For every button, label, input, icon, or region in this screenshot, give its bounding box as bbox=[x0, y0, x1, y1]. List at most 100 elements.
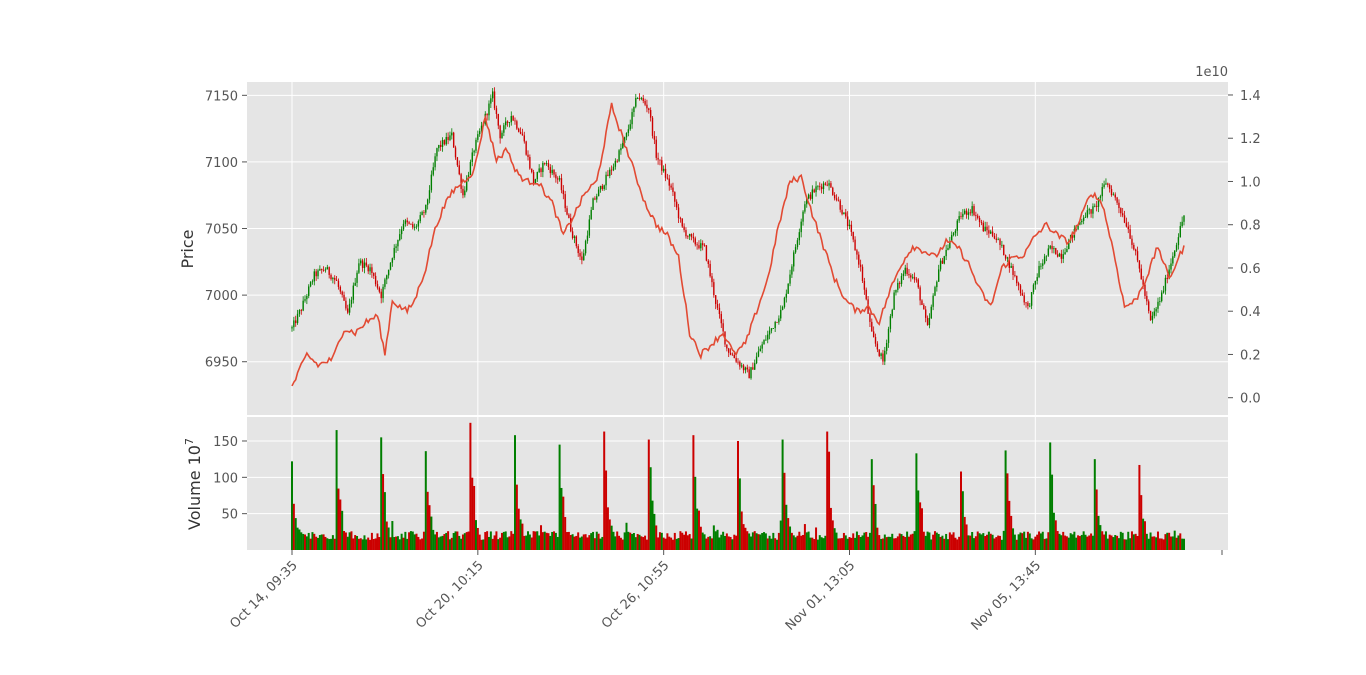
candle-body bbox=[741, 365, 743, 367]
price-candlesticks bbox=[291, 87, 1185, 380]
candle-body bbox=[492, 91, 494, 99]
volume-bar bbox=[547, 533, 550, 550]
candle-body bbox=[306, 295, 308, 300]
volume-bar bbox=[1023, 531, 1026, 550]
candle-body bbox=[1140, 268, 1142, 280]
candle-body bbox=[428, 190, 431, 200]
candle-body bbox=[350, 299, 353, 304]
volume-bar bbox=[571, 534, 574, 550]
volume-bar bbox=[974, 536, 977, 550]
volume-bar bbox=[887, 536, 890, 550]
volume-bar bbox=[361, 539, 364, 550]
candle-body bbox=[564, 194, 566, 209]
volume-bar bbox=[930, 539, 933, 550]
candle-body bbox=[1040, 265, 1042, 267]
candle-body bbox=[389, 262, 392, 270]
candle-body bbox=[932, 295, 934, 307]
volume-bar bbox=[1093, 459, 1096, 550]
candle-body bbox=[328, 267, 330, 275]
x-axis: Oct 14, 09:35 Oct 20, 10:15 Oct 26, 10:55 N… bbox=[227, 550, 1223, 634]
candle-body bbox=[1157, 301, 1159, 309]
candle-body bbox=[499, 125, 501, 139]
volume-bar bbox=[447, 531, 450, 550]
volume-bar bbox=[881, 538, 884, 550]
volume-bar bbox=[824, 535, 827, 550]
volume-bar bbox=[1142, 518, 1145, 550]
candle-body bbox=[400, 229, 403, 235]
candle-body bbox=[833, 194, 836, 199]
candle-body bbox=[1162, 290, 1165, 293]
volume-bar bbox=[465, 532, 468, 550]
candle-body bbox=[633, 106, 635, 113]
volume-bar bbox=[426, 491, 429, 550]
volume-bar bbox=[993, 538, 996, 550]
volume-bar bbox=[768, 535, 771, 550]
volume-bar bbox=[976, 531, 979, 550]
volume-bar bbox=[434, 534, 437, 550]
volume-bar bbox=[1158, 538, 1161, 550]
volume-bar bbox=[1084, 534, 1087, 550]
volume-bar bbox=[474, 520, 477, 550]
volume-bar bbox=[937, 533, 940, 550]
volume-bar bbox=[948, 532, 951, 550]
secondary-axis-offset-text: 1e10 bbox=[1195, 65, 1228, 80]
candle-body bbox=[354, 282, 356, 286]
volume-bar bbox=[309, 538, 312, 550]
volume-bar bbox=[1147, 538, 1150, 550]
candle-body bbox=[703, 245, 706, 247]
volume-bar bbox=[1043, 538, 1046, 550]
volume-bar bbox=[556, 536, 559, 550]
secondary-tick-label: 1.4 bbox=[1240, 89, 1261, 104]
secondary-series-line bbox=[291, 102, 1185, 387]
candle-body bbox=[648, 108, 650, 111]
volume-bar bbox=[328, 539, 331, 550]
candle-body bbox=[926, 317, 929, 326]
candle-body bbox=[798, 232, 801, 241]
candle-body bbox=[423, 212, 425, 213]
candle-body bbox=[557, 178, 559, 180]
candle-body bbox=[627, 129, 630, 133]
volume-bar bbox=[965, 524, 968, 550]
candle-body bbox=[577, 246, 579, 254]
candle-body bbox=[962, 213, 964, 217]
volume-bar bbox=[348, 532, 351, 550]
volume-bar bbox=[1064, 535, 1067, 550]
candle-body bbox=[655, 139, 657, 158]
candle-body bbox=[846, 216, 849, 227]
volume-bar bbox=[941, 535, 944, 550]
volume-bar bbox=[339, 499, 342, 550]
candle-body bbox=[1088, 209, 1090, 211]
candle-body bbox=[1019, 285, 1022, 294]
candle-body bbox=[919, 287, 921, 301]
candle-body bbox=[1127, 226, 1129, 230]
candle-body bbox=[728, 348, 730, 353]
volume-bar bbox=[1030, 538, 1033, 550]
volume-bar bbox=[430, 516, 433, 550]
volume-bar bbox=[597, 533, 600, 550]
candle-body bbox=[622, 143, 624, 149]
volume-bar bbox=[960, 471, 962, 550]
candle-body bbox=[321, 269, 323, 270]
candle-body bbox=[696, 244, 698, 246]
candle-body bbox=[675, 201, 678, 208]
candle-body bbox=[722, 323, 724, 332]
volume-bar bbox=[815, 527, 818, 550]
volume-bar bbox=[508, 536, 511, 550]
candle-body bbox=[965, 210, 968, 215]
candle-body bbox=[1056, 254, 1059, 257]
candle-body bbox=[755, 356, 758, 364]
candle-body bbox=[365, 262, 368, 266]
volume-bar bbox=[590, 533, 593, 550]
volume-bar bbox=[885, 537, 888, 550]
volume-bar bbox=[946, 539, 949, 550]
volume-bar bbox=[1060, 535, 1063, 550]
candle-body bbox=[391, 258, 394, 263]
candle-body bbox=[1153, 311, 1155, 316]
volume-bar bbox=[1077, 535, 1080, 550]
volume-bar bbox=[344, 532, 347, 550]
candle-body bbox=[415, 226, 418, 228]
volume-tick-label: 50 bbox=[221, 508, 238, 523]
candle-body bbox=[371, 267, 373, 274]
candle-body bbox=[497, 113, 499, 126]
volume-bar bbox=[389, 537, 392, 550]
